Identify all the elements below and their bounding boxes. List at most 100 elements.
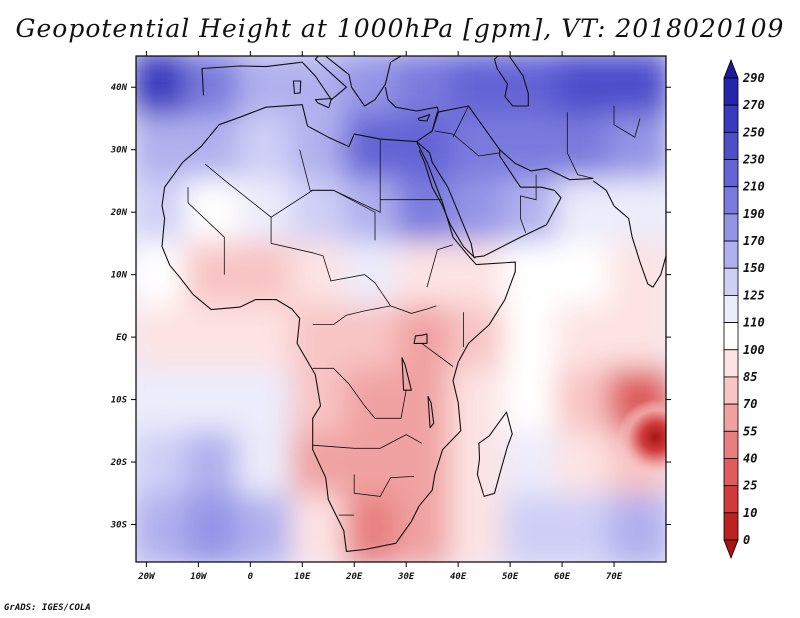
field-cell (503, 368, 564, 440)
country-border (312, 367, 407, 419)
country-border (520, 174, 537, 233)
field-cell (185, 305, 246, 377)
colorbar-swatch (723, 430, 739, 459)
colorbar-level-label: 110 (743, 316, 765, 330)
country-border (312, 305, 391, 325)
country-border (452, 105, 469, 138)
lat-tick-label: 10N (111, 271, 128, 281)
lon-tick-label: 30E (397, 572, 415, 582)
field-cell (344, 178, 405, 250)
colorbar-level-label: 250 (742, 125, 765, 139)
europe-coastline (201, 56, 402, 107)
field-cell (556, 494, 617, 562)
field-cell (609, 56, 666, 124)
field-cell (238, 56, 299, 124)
colorbar-level-label: 230 (742, 153, 765, 167)
field-cell (503, 494, 564, 562)
colorbar-swatch (723, 77, 739, 106)
colorbar-swatch (723, 458, 739, 487)
field-cell (136, 241, 193, 313)
colorbar-level-label: 210 (742, 180, 765, 194)
country-border (187, 187, 225, 275)
lat-tick-label: 20N (110, 208, 128, 218)
colorbar-level-label: 55 (743, 424, 757, 438)
colorbar-swatch (723, 213, 739, 242)
field-cell (291, 368, 352, 440)
country-border (421, 343, 454, 367)
field-cell (503, 431, 564, 503)
field-cell (609, 494, 666, 562)
colorbar-level-label: 85 (743, 370, 757, 384)
colorbar-level-label: 125 (743, 288, 765, 302)
colorbar-level-label: 150 (743, 261, 765, 275)
lake-outline (427, 395, 435, 429)
africa-coastline (161, 104, 516, 552)
colorbar-level-label: 0 (743, 533, 750, 547)
country-border (613, 106, 641, 138)
country-border (426, 244, 454, 288)
field-cell (185, 56, 246, 124)
sicily-coastline (314, 97, 332, 109)
chart-title: Geopotential Height at 1000hPa [gpm], VT… (15, 14, 785, 43)
lake-outline (401, 357, 412, 391)
field-cell (344, 56, 405, 124)
field-cell (450, 56, 511, 124)
colorbar-level-label: 25 (742, 479, 757, 493)
field-cell (185, 178, 246, 250)
red-sea-coastline (418, 150, 476, 259)
field-cell (450, 431, 511, 503)
field-cell (291, 178, 352, 250)
low-pressure-center (617, 399, 666, 476)
field-cell (238, 115, 299, 187)
colorbar-level-label: 100 (743, 343, 765, 357)
lon-tick-label: 0 (248, 572, 254, 582)
plot-frame (135, 55, 667, 563)
colorbar-min-arrow (723, 539, 739, 560)
country-border (299, 149, 376, 241)
field-cell (136, 431, 193, 503)
field-cell (397, 178, 458, 250)
colorbar-swatch (723, 485, 739, 514)
field-cell (136, 368, 193, 440)
colorbar-level-label: 70 (743, 397, 757, 411)
field-cell (450, 494, 511, 562)
colorbar-level-label: 190 (743, 207, 765, 221)
field-cell (136, 115, 193, 187)
colorbar-swatch (723, 240, 739, 269)
arabia-coastline (416, 105, 562, 258)
colorbar-swatch (723, 104, 739, 133)
field-cell (238, 241, 299, 313)
field-cell (556, 241, 617, 313)
field-cell (344, 494, 405, 562)
colorbar-swatch (723, 131, 739, 160)
country-border (353, 474, 415, 497)
sardinia-coastline (292, 80, 302, 95)
field-cell (397, 56, 458, 124)
field-cell (397, 368, 458, 440)
map-axes: 20W 10W 0 10E 20E 30E 40E 50E 60E 70E 40N 30N 20N 10N… (110, 51, 671, 582)
india-coastline (592, 180, 666, 288)
lon-tick-label: 10W (190, 572, 208, 582)
field-cell (609, 305, 666, 377)
field-cell (291, 431, 352, 503)
field-cell (185, 368, 246, 440)
field-cell (450, 305, 511, 377)
field-cell (609, 178, 666, 250)
field-cell (185, 241, 246, 313)
colorbar-swatch (723, 512, 739, 541)
caspian-sea-coastline (493, 56, 529, 107)
field-cell (503, 178, 564, 250)
field-cell (450, 368, 511, 440)
colorbar-swatch (723, 186, 739, 215)
field-cell (344, 115, 405, 187)
colorbar-level-label: 40 (743, 451, 757, 465)
lon-tick-label: 20E (345, 572, 363, 582)
lat-tick-label: 40N (111, 83, 128, 93)
field-cell (556, 305, 617, 377)
colorbar-swatch (723, 376, 739, 405)
field-cell (238, 431, 299, 503)
colorbar-max-arrow (723, 58, 739, 79)
field-cell (291, 494, 352, 562)
field-cell (238, 494, 299, 562)
colorbar-level-label: 290 (742, 71, 765, 85)
